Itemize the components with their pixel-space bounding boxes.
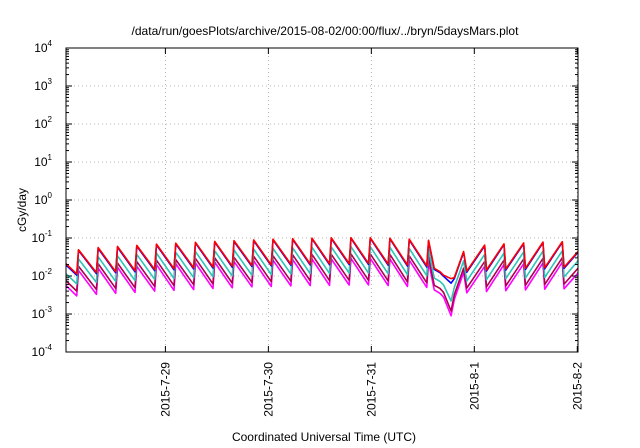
grid	[66, 48, 578, 352]
tick-marks	[66, 47, 578, 353]
x-tick-label: 2015-7-29	[158, 362, 172, 417]
chart-title: /data/run/goesPlots/archive/2015-08-02/0…	[132, 24, 520, 38]
data-series-group	[66, 236, 578, 317]
x-axis-tick-labels: 2015-7-29 2015-7-30 2015-7-31 2015-8-1 2015-…	[158, 362, 584, 417]
x-tick-label: 2015-7-31	[364, 362, 378, 417]
x-tick-label: 2015-8-2	[570, 362, 584, 410]
series-line-1	[66, 257, 578, 317]
y-axis-tick-labels: 10-4 10-3 10-2 10-1 100 101 102 103 104	[32, 39, 53, 359]
y-tick-label: 103	[34, 77, 52, 93]
y-tick-label: 102	[34, 115, 52, 131]
x-tick-label: 2015-8-1	[467, 362, 481, 410]
y-axis-label: cGy/day	[15, 188, 29, 232]
x-tick-label: 2015-7-30	[261, 362, 275, 417]
y-tick-label: 104	[34, 39, 52, 55]
y-tick-label: 100	[34, 191, 52, 207]
series-line-5	[66, 236, 578, 280]
x-axis-label: Coordinated Universal Time (UTC)	[232, 430, 416, 444]
y-tick-label: 101	[34, 153, 52, 169]
y-tick-label: 10-3	[32, 305, 53, 321]
y-tick-label: 10-2	[32, 267, 53, 283]
y-tick-label: 10-1	[32, 229, 53, 245]
y-tick-label: 10-4	[32, 343, 53, 359]
